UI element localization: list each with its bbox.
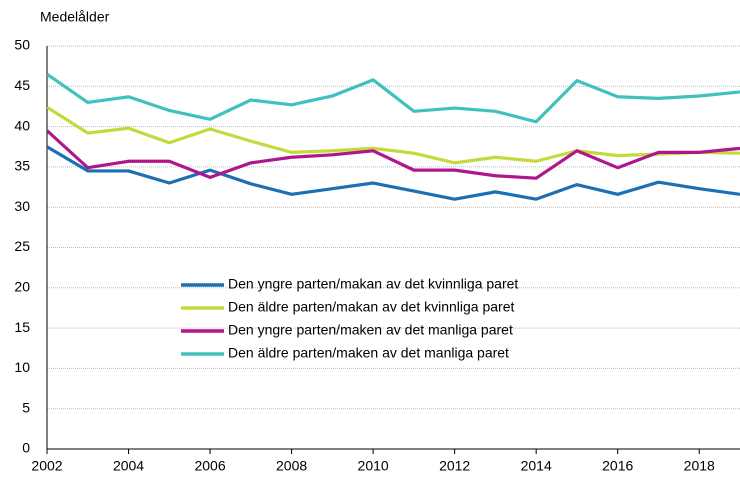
y-tick-label: 10 — [14, 359, 30, 375]
y-tick-label: 5 — [22, 399, 30, 415]
series-line — [47, 145, 740, 201]
legend-label: Den yngre parten/maken av det manliga pa… — [228, 322, 513, 338]
x-tick-label: 2002 — [31, 458, 62, 474]
series-line — [47, 72, 740, 124]
x-tick-label: 2010 — [358, 458, 389, 474]
y-tick-label: 50 — [14, 37, 30, 53]
series-line — [47, 105, 740, 165]
x-tick-label: 2008 — [276, 458, 307, 474]
y-tick-label: 25 — [14, 238, 30, 254]
y-tick-label: 40 — [14, 117, 30, 133]
legend-label: Den yngre parten/makan av det kvinnliga … — [228, 276, 518, 292]
legend-label: Den äldre parten/makan av det kvinnliga … — [228, 299, 515, 315]
y-tick-label: 20 — [14, 279, 30, 295]
x-tick-label: 2006 — [194, 458, 225, 474]
x-tick-label: 2016 — [602, 458, 633, 474]
y-tick-label: 45 — [14, 77, 30, 93]
x-tick-label: 2012 — [439, 458, 470, 474]
y-tick-label: 30 — [14, 198, 30, 214]
x-tick-label: 2018 — [684, 458, 715, 474]
series-line — [47, 129, 740, 180]
legend-label: Den äldre parten/maken av det manliga pa… — [228, 345, 509, 361]
y-tick-label: 35 — [14, 158, 30, 174]
y-tick-label: 15 — [14, 319, 30, 335]
x-tick-label: 2014 — [521, 458, 552, 474]
y-tick-label: 0 — [22, 440, 30, 456]
y-axis-label: Medelålder — [40, 9, 110, 25]
x-tick-label: 2004 — [113, 458, 144, 474]
